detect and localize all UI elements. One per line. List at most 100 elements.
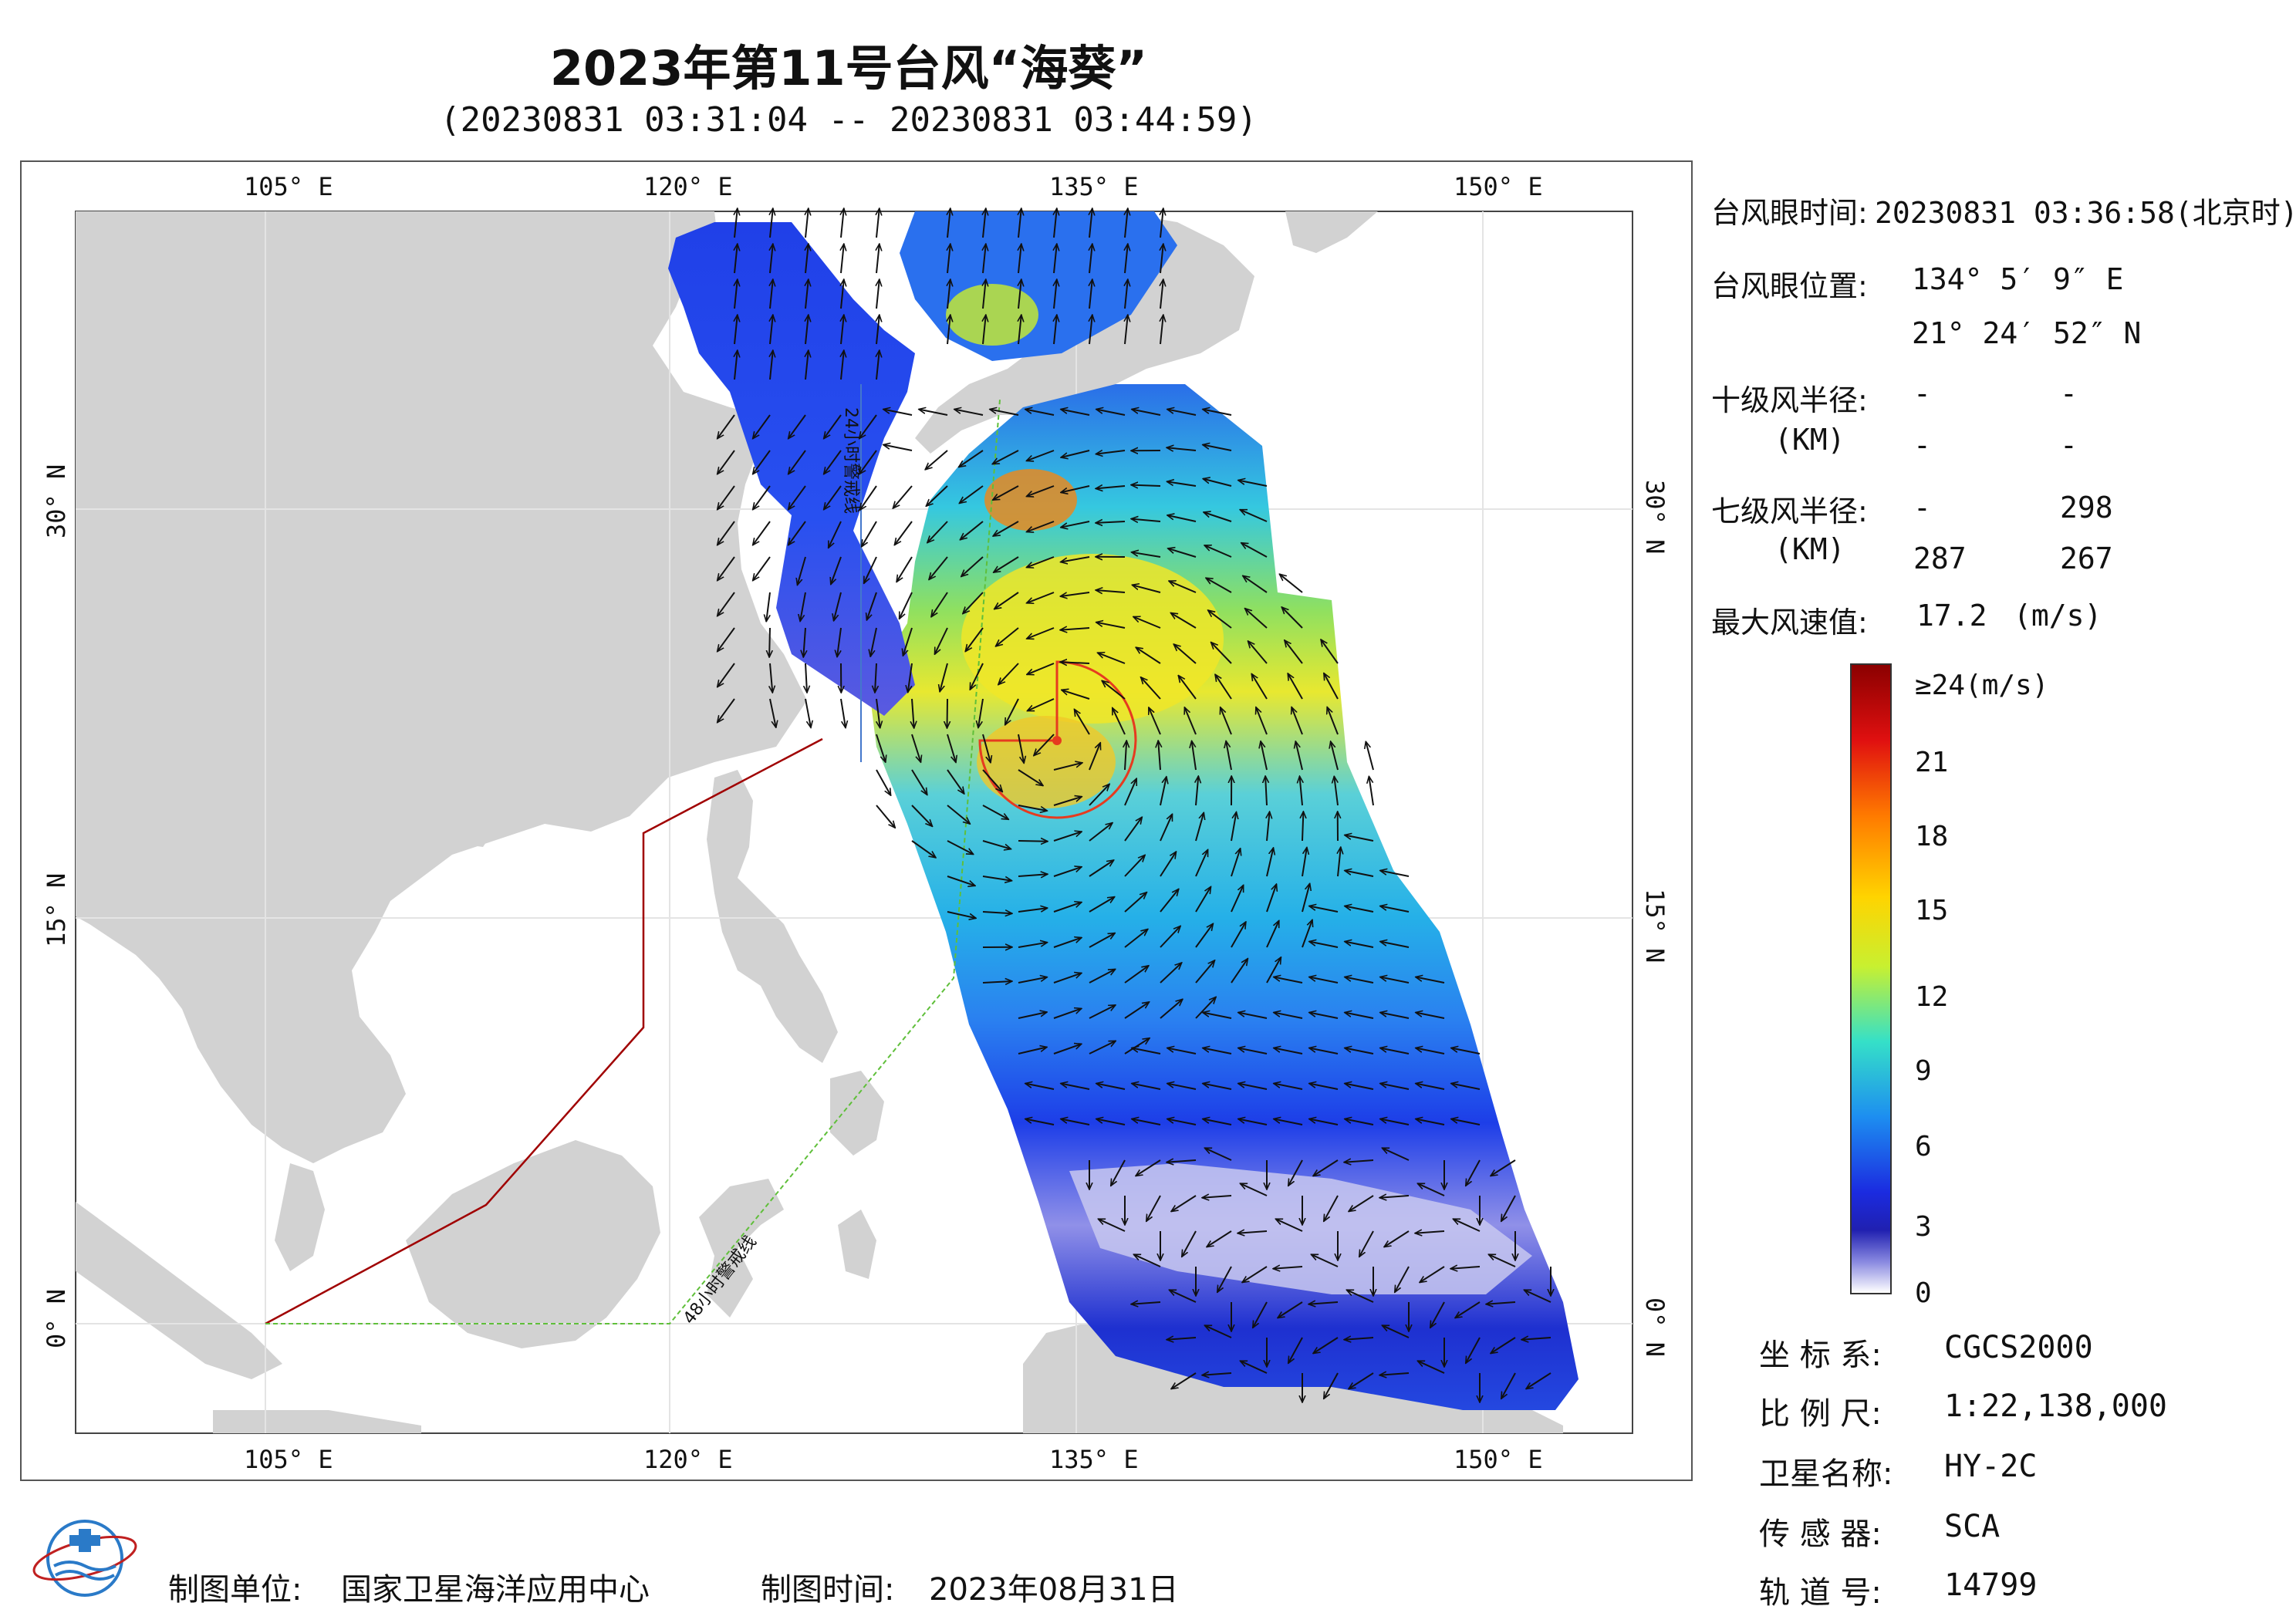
warning-line-48h — [265, 399, 1001, 1324]
wind-arrow — [1053, 973, 1082, 984]
wind-arrow — [1349, 1372, 1374, 1389]
wind-arrow — [798, 556, 806, 585]
wind-arrow — [1158, 741, 1160, 771]
wind-arrow — [870, 627, 877, 656]
wind-arrow — [911, 805, 933, 826]
wind-arrow — [862, 521, 877, 547]
wind-arrow — [1395, 1266, 1410, 1292]
wind-arrow — [1266, 957, 1281, 984]
wind-arrow — [1133, 617, 1161, 629]
wind-arrow — [1096, 450, 1126, 454]
wind-arrow — [1167, 1084, 1197, 1090]
wind-arrow — [1292, 707, 1303, 735]
wind-arrow — [1231, 812, 1237, 842]
wind-arrow — [1273, 1267, 1303, 1269]
sensor-value: SCA — [1944, 1509, 2001, 1544]
wind-arrow — [1192, 741, 1197, 771]
wind-arrow — [1168, 548, 1197, 558]
wind-arrow — [1238, 1013, 1268, 1019]
colorbar-label-18: 18 — [1915, 821, 1949, 852]
wind-arrow — [1167, 515, 1197, 522]
wind-arrow — [1167, 410, 1197, 416]
wind-arrow — [1170, 613, 1197, 629]
wind-arrow — [1466, 1159, 1481, 1186]
wind-arrow — [1061, 1084, 1090, 1090]
wind-arrow — [1382, 1147, 1410, 1161]
eye-longitude: 134° 5′ 9″ E — [1912, 262, 2124, 296]
wind-arrow — [1096, 623, 1126, 629]
r10-ne: - — [1913, 376, 1931, 410]
wind-arrow — [1111, 1159, 1126, 1186]
wind-arrow — [824, 450, 842, 474]
wind-arrow — [927, 521, 948, 543]
wind-arrow — [982, 769, 1002, 791]
wind-arrow — [1416, 1084, 1445, 1090]
r7-ne: - — [1913, 491, 1931, 525]
wind-arrow — [1027, 663, 1055, 674]
colorbar-label-9: 9 — [1915, 1055, 1932, 1087]
wind-arrow — [1415, 1231, 1445, 1233]
wind-arrow — [1146, 1195, 1161, 1221]
wind-arrow — [876, 279, 880, 309]
wind-arrow — [982, 912, 1012, 913]
lon-top-120: 120° E — [643, 172, 733, 201]
wind-arrow — [982, 805, 1008, 819]
wind-arrow — [1018, 874, 1048, 876]
wind-arrow — [954, 410, 984, 416]
wind-arrow — [1208, 610, 1232, 629]
wind-arrow — [1089, 1040, 1116, 1054]
wind-arrow — [1380, 1084, 1410, 1090]
wind-arrow — [1089, 784, 1109, 806]
wind-arrow — [893, 485, 913, 508]
wind-arrow — [840, 698, 846, 728]
wind-arrow — [1345, 1119, 1374, 1125]
wind-arrow — [1027, 485, 1055, 497]
orbit-label: 轨 道 号: — [1759, 1575, 1882, 1611]
colorbar-label-6: 6 — [1915, 1131, 1932, 1162]
wind-arrow — [947, 769, 964, 794]
wind-arrow — [769, 627, 770, 657]
wind-arrow — [1204, 544, 1232, 558]
wind-arrow — [1089, 279, 1092, 309]
wind-arrow — [734, 315, 738, 345]
land-layer — [76, 211, 1563, 1433]
colorbar — [1850, 663, 1892, 1294]
wind-arrow — [1025, 410, 1055, 416]
wind-arrow — [866, 592, 877, 620]
eye-time-value: 20230831 03:36:58(北京时) — [1875, 196, 2296, 230]
wind-arrow — [1243, 575, 1268, 593]
wind-arrow — [1359, 1230, 1374, 1257]
wind-arrow — [1053, 903, 1082, 913]
wind-arrow — [1089, 315, 1092, 345]
wind-arrow — [1248, 641, 1268, 664]
wind-arrow — [718, 485, 735, 510]
wind-arrow — [1167, 1048, 1197, 1054]
wind-arrow — [1302, 919, 1312, 948]
wind-arrow — [1274, 1048, 1303, 1054]
wind-arrow — [1345, 942, 1374, 948]
wind-arrow — [1488, 1254, 1516, 1267]
r10-se: - — [2060, 376, 2078, 410]
wind-arrow — [1417, 1360, 1445, 1374]
wind-arrow — [1349, 1195, 1374, 1212]
wind-arrow — [1169, 581, 1197, 593]
wind-arrow — [994, 592, 1019, 609]
wind-arrow — [1265, 776, 1267, 806]
wind-field-map: 24小时警戒线 48小时警戒线 105° E 120° E 135° E 150… — [42, 172, 1670, 1474]
wind-arrow — [1136, 647, 1161, 664]
wind-arrow — [894, 521, 913, 545]
r7-sw: 287 — [1913, 542, 1967, 575]
wind-arrow — [1382, 1324, 1410, 1338]
wind-arrow — [805, 208, 809, 238]
wind-arrow — [1231, 922, 1246, 948]
wind-arrow — [1274, 1119, 1303, 1125]
wind-arrow — [1167, 481, 1197, 487]
eye-latitude: 21° 24′ 52″ N — [1912, 316, 2142, 350]
wind-arrow — [1089, 743, 1100, 771]
wind-arrow — [1171, 1372, 1197, 1389]
wind-arrow — [1018, 208, 1021, 238]
wind-arrow — [1521, 1338, 1551, 1340]
wind-arrow — [947, 911, 976, 918]
wind-arrow — [947, 698, 948, 728]
max-wind-label: 最大风速值: — [1711, 606, 1868, 639]
